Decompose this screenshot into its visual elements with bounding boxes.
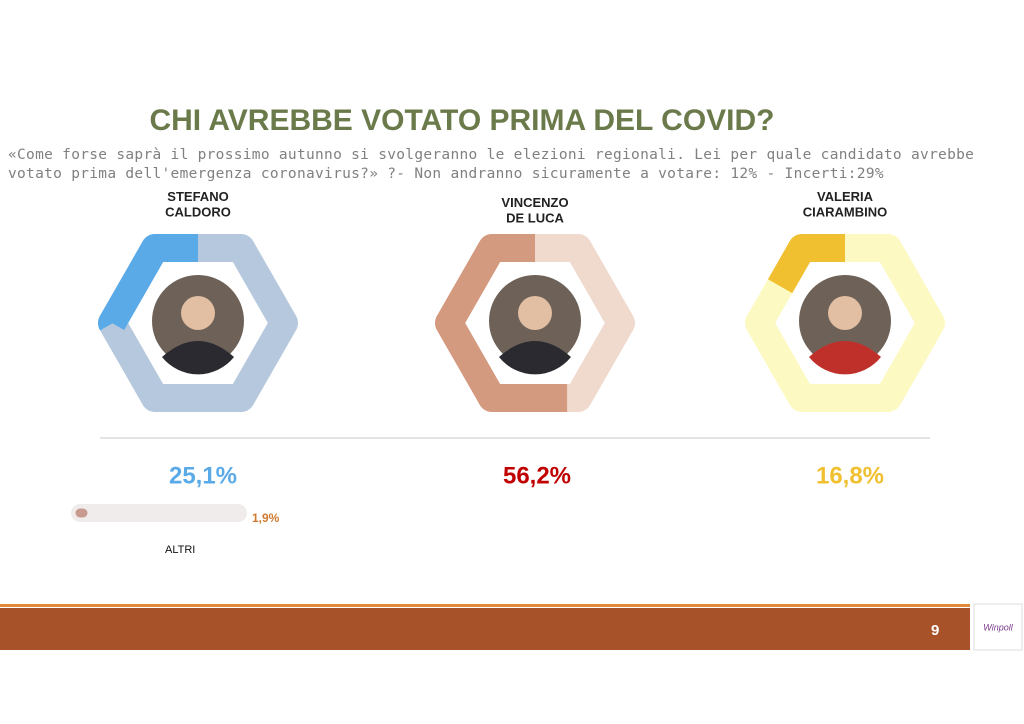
title: CHI AVREBBE VOTATO PRIMA DEL COVID? <box>149 104 774 137</box>
candidate-name: VALERIA CIARAMBINO <box>803 189 888 220</box>
others-name: ALTRI <box>165 544 195 556</box>
photo-body <box>809 341 881 375</box>
photo-face <box>181 296 215 330</box>
logo: Winpoll <box>983 622 1013 632</box>
others-value-label: 1,9% <box>252 511 280 525</box>
page-number: 9 <box>931 622 939 639</box>
value-label: 16,8% <box>816 462 884 489</box>
photo-body <box>162 341 234 375</box>
candidate-name: STEFANO CALDORO <box>165 189 231 220</box>
value-label: 56,2% <box>503 462 571 489</box>
donut-segment <box>745 234 945 412</box>
photo-face <box>828 296 862 330</box>
donut-segment <box>435 234 635 412</box>
footer-accent <box>0 604 970 607</box>
photo-body <box>499 341 571 375</box>
candidate-name: VINCENZO DE LUCA <box>501 195 568 226</box>
photo-face <box>518 296 552 330</box>
footer-band <box>0 608 970 650</box>
subtitle-line: «Come forse saprà il prossimo autunno si… <box>8 147 974 163</box>
subtitle-line: votato prima dell'emergenza coronavirus?… <box>8 166 884 182</box>
value-label: 25,1% <box>169 462 237 489</box>
donut-segment <box>98 234 298 412</box>
logo-box <box>973 603 1023 651</box>
